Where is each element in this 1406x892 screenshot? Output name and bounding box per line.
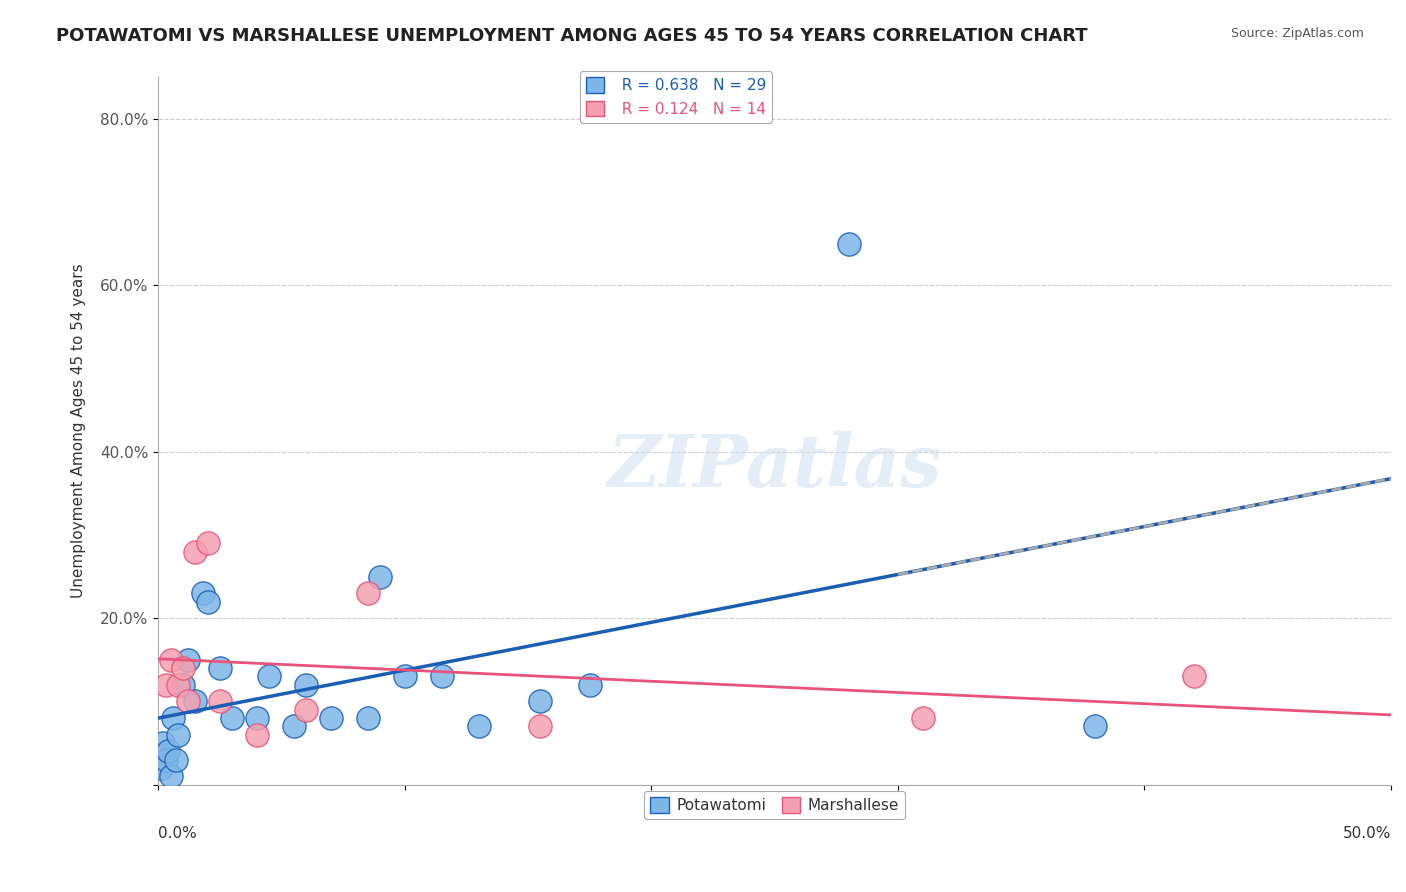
Text: Source: ZipAtlas.com: Source: ZipAtlas.com bbox=[1230, 27, 1364, 40]
Point bbox=[430, 669, 453, 683]
Point bbox=[159, 653, 181, 667]
Point bbox=[283, 719, 305, 733]
Y-axis label: Unemployment Among Ages 45 to 54 years: Unemployment Among Ages 45 to 54 years bbox=[72, 264, 86, 599]
Point bbox=[165, 753, 187, 767]
Point bbox=[319, 711, 342, 725]
Point bbox=[368, 569, 391, 583]
Point bbox=[295, 678, 318, 692]
Point bbox=[172, 661, 194, 675]
Point bbox=[167, 678, 190, 692]
Point bbox=[177, 653, 200, 667]
Point bbox=[1084, 719, 1107, 733]
Point bbox=[184, 694, 207, 708]
Point bbox=[246, 711, 269, 725]
Legend: Potawatomi, Marshallese: Potawatomi, Marshallese bbox=[644, 791, 905, 820]
Point bbox=[259, 669, 281, 683]
Point bbox=[167, 728, 190, 742]
Point bbox=[184, 544, 207, 558]
Point bbox=[197, 536, 219, 550]
Point bbox=[162, 711, 184, 725]
Point bbox=[357, 711, 380, 725]
Point bbox=[208, 661, 231, 675]
Point bbox=[152, 736, 174, 750]
Text: 50.0%: 50.0% bbox=[1343, 826, 1391, 841]
Point bbox=[357, 586, 380, 600]
Point bbox=[155, 678, 177, 692]
Point bbox=[394, 669, 416, 683]
Point bbox=[838, 236, 860, 251]
Text: POTAWATOMI VS MARSHALLESE UNEMPLOYMENT AMONG AGES 45 TO 54 YEARS CORRELATION CHA: POTAWATOMI VS MARSHALLESE UNEMPLOYMENT A… bbox=[56, 27, 1088, 45]
Point bbox=[191, 586, 214, 600]
Point bbox=[177, 694, 200, 708]
Point bbox=[529, 719, 551, 733]
Point bbox=[468, 719, 491, 733]
Point bbox=[197, 594, 219, 608]
Point bbox=[295, 703, 318, 717]
Point bbox=[155, 753, 177, 767]
Text: 0.0%: 0.0% bbox=[159, 826, 197, 841]
Point bbox=[1182, 669, 1205, 683]
Point bbox=[157, 744, 180, 758]
Point bbox=[159, 769, 181, 783]
Point bbox=[172, 678, 194, 692]
Point bbox=[911, 711, 934, 725]
Point bbox=[221, 711, 243, 725]
Point bbox=[208, 694, 231, 708]
Point bbox=[578, 678, 600, 692]
Point bbox=[246, 728, 269, 742]
Point bbox=[149, 761, 172, 775]
Text: ZIPatlas: ZIPatlas bbox=[607, 431, 942, 502]
Point bbox=[529, 694, 551, 708]
